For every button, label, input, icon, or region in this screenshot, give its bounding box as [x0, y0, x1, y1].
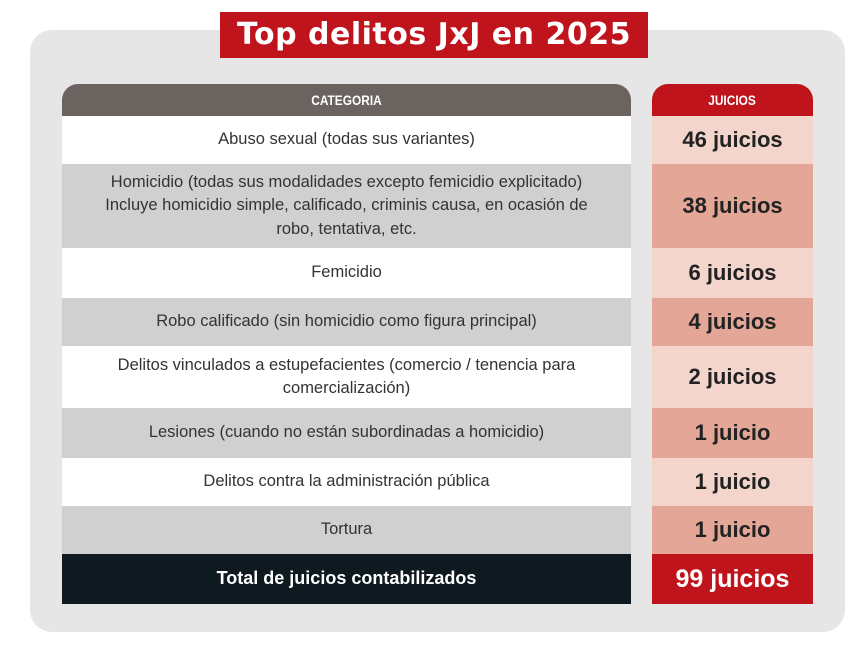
row-trials: 2 juicios [652, 346, 813, 408]
table-row: Delitos vinculados a estupefacientes (co… [62, 346, 813, 408]
row-category-text: Lesiones (cuando no están subordinadas a… [148, 423, 545, 442]
table-row: Abuso sexual (todas sus variantes) 46 ju… [62, 116, 813, 164]
row-category: Delitos vinculados a estupefacientes (co… [62, 346, 631, 408]
row-trials: 1 juicio [652, 458, 813, 506]
row-category: Delitos contra la administración pública [62, 458, 631, 506]
row-category: Femicidio [62, 248, 631, 298]
table-row: Lesiones (cuando no están subordinadas a… [62, 408, 813, 458]
total-value: 99 juicios [652, 554, 813, 604]
row-category: Tortura [62, 506, 631, 554]
row-category-text: Abuso sexual (todas sus variantes) [218, 130, 475, 149]
header-category: CATEGORIA [62, 84, 631, 116]
row-trials: 46 juicios [652, 116, 813, 164]
row-category-text: Robo calificado (sin homicidio como figu… [156, 312, 537, 331]
table-row: Homicidio (todas sus modalidades excepto… [62, 164, 813, 248]
row-category-text: Femicidio [311, 263, 382, 282]
row-category-text: Homicidio (todas sus modalidades excepto… [105, 173, 588, 238]
row-category-text: Delitos vinculados a estupefacientes (co… [117, 355, 576, 397]
total-row: Total de juicios contabilizados 99 juici… [62, 554, 813, 604]
table-row: Robo calificado (sin homicidio como figu… [62, 298, 813, 346]
row-trials: 4 juicios [652, 298, 813, 346]
row-category: Abuso sexual (todas sus variantes) [62, 116, 631, 164]
row-trials: 38 juicios [652, 164, 813, 248]
row-trials: 1 juicio [652, 408, 813, 458]
row-category: Robo calificado (sin homicidio como figu… [62, 298, 631, 346]
row-category-text: Delitos contra la administración pública [203, 472, 490, 491]
table-row: Tortura 1 juicio [62, 506, 813, 554]
table-row: Delitos contra la administración pública… [62, 458, 813, 506]
row-category: Lesiones (cuando no están subordinadas a… [62, 408, 631, 458]
page-title: Top delitos JxJ en 2025 [220, 12, 648, 58]
table-row: Femicidio 6 juicios [62, 248, 813, 298]
row-trials: 1 juicio [652, 506, 813, 554]
header-trials: JUICIOS [652, 84, 813, 116]
row-category: Homicidio (todas sus modalidades excepto… [62, 164, 631, 248]
header-trials-label: JUICIOS [708, 92, 757, 108]
row-trials: 6 juicios [652, 248, 813, 298]
header-category-label: CATEGORIA [311, 92, 382, 108]
total-label: Total de juicios contabilizados [62, 554, 631, 604]
row-category-text: Tortura [320, 520, 373, 539]
